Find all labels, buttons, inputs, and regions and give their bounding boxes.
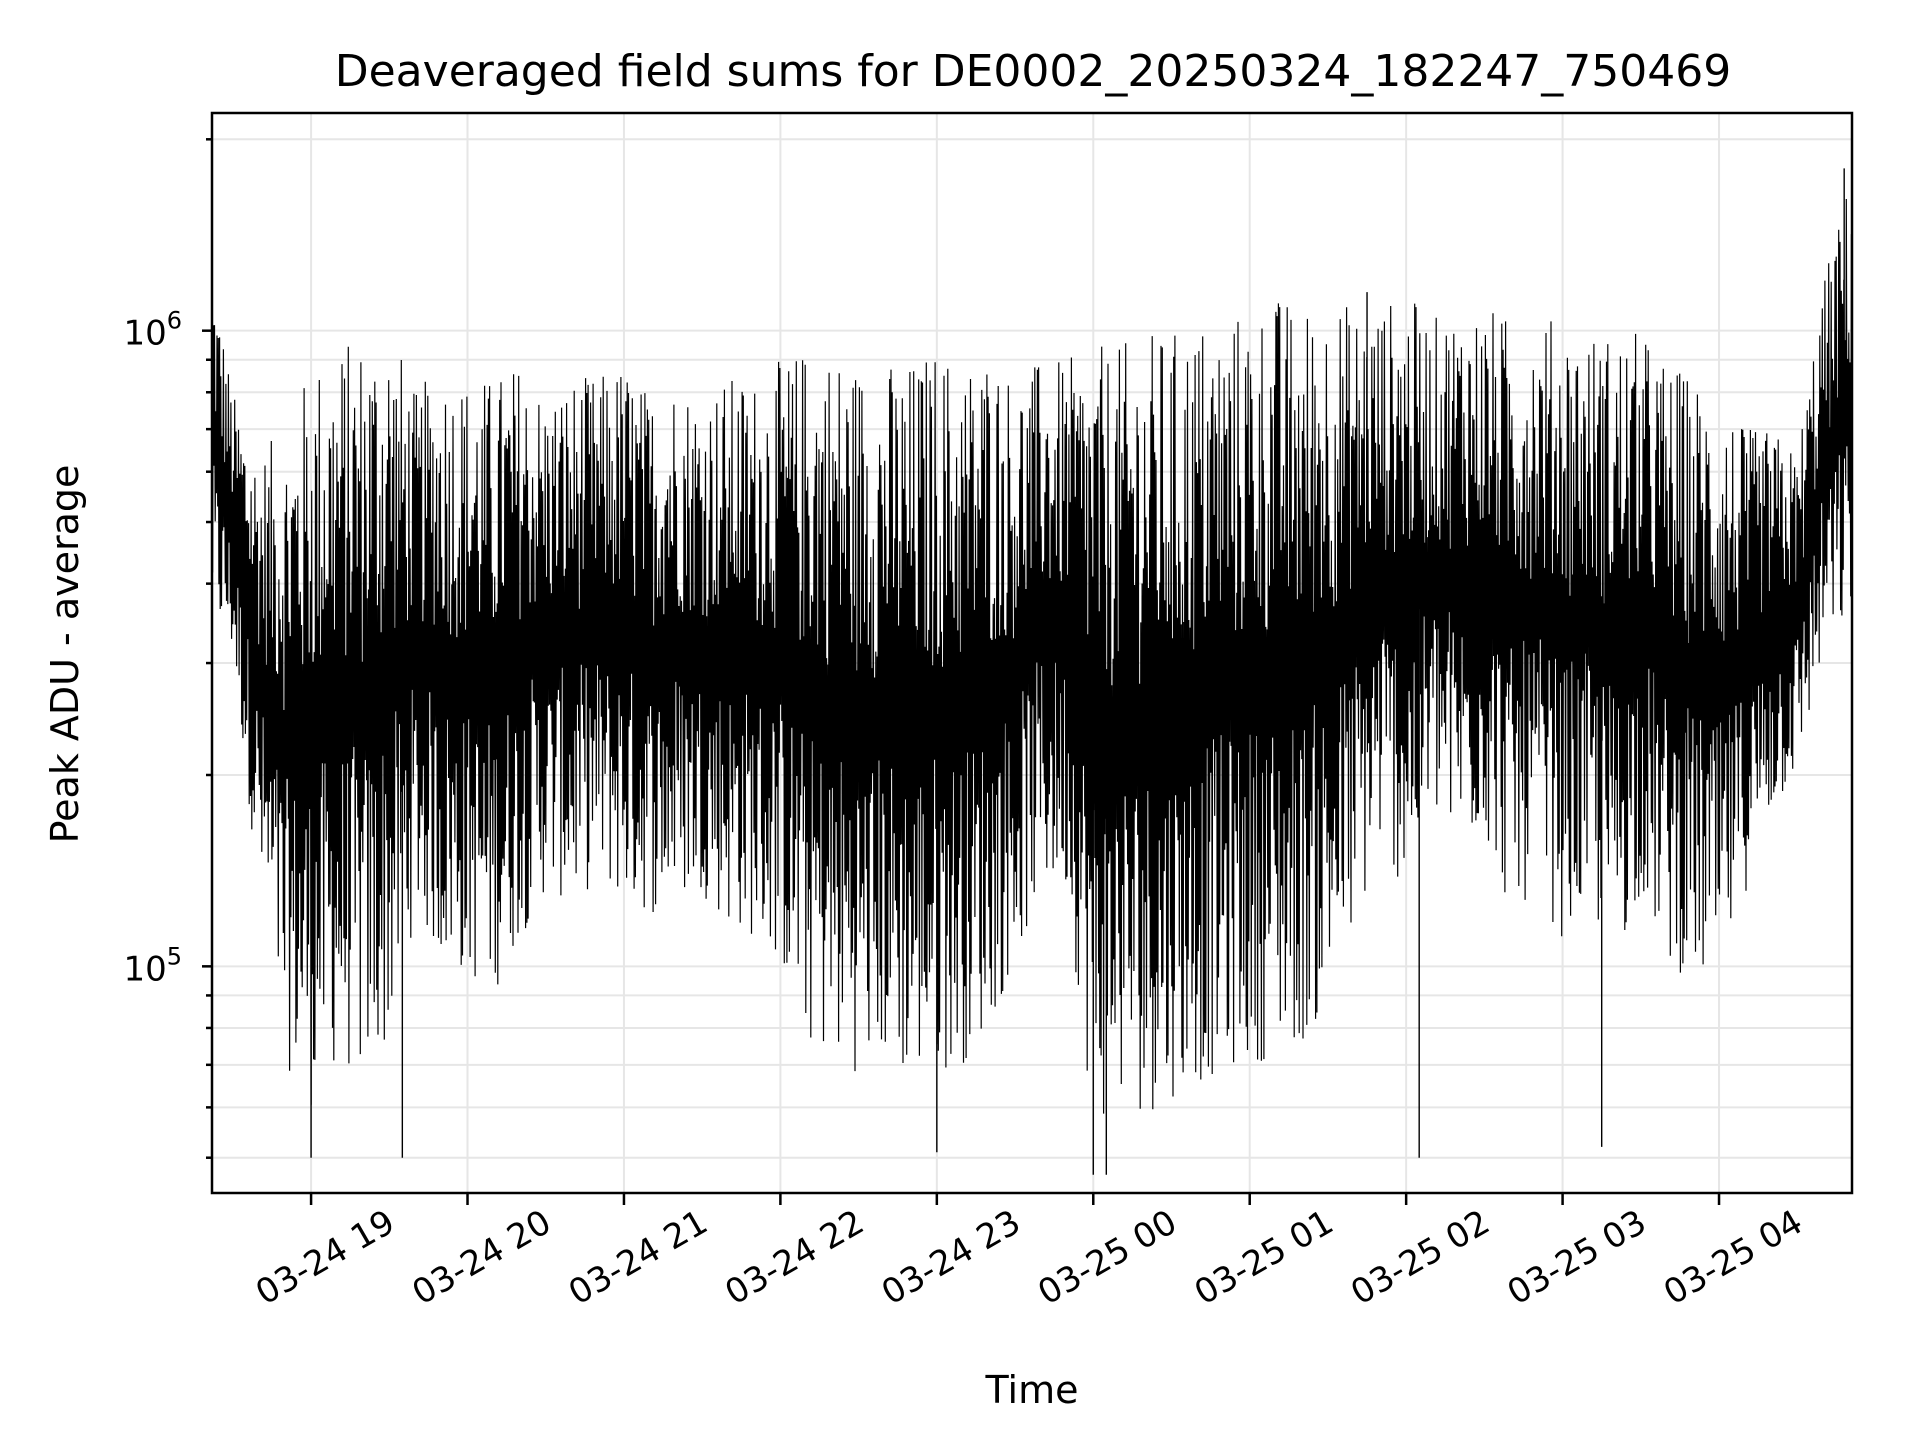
series-line [211,168,1853,1175]
x-tick-label: 03-25 01 [1188,1202,1340,1313]
x-tick-label: 03-24 22 [719,1202,871,1313]
series-path [211,198,1853,1114]
x-tick-label: 03-25 00 [1031,1202,1183,1313]
plot-frame [210,111,1854,1195]
y-tick-label: 106 [123,307,182,354]
x-tick-label: 03-25 03 [1501,1202,1653,1313]
x-tick-label: 03-25 02 [1344,1202,1496,1313]
x-tick-label: 03-24 21 [562,1202,714,1313]
x-axis: 03-24 19 03-24 20 03-24 21 03-24 22 03-24 23… [249,1193,1810,1313]
x-tick-label: 03-24 19 [249,1202,401,1313]
x-axis-label: Time [985,1368,1079,1412]
chart-title: Deaveraged field sums for DE0002_2025032… [335,46,1732,97]
y-axis: 105 106 [123,138,212,1159]
x-tick-label: 03-24 23 [875,1202,1027,1313]
y-axis-label: Peak ADU - average [43,465,87,844]
x-tick-label: 03-25 04 [1657,1202,1809,1313]
y-tick-label: 105 [123,942,182,989]
x-tick-label: 03-24 20 [406,1202,558,1313]
